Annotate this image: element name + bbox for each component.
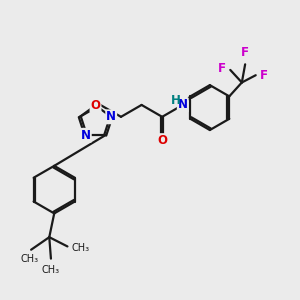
Text: N: N (178, 98, 188, 111)
Text: H: H (171, 94, 180, 107)
Text: N: N (106, 110, 116, 123)
Text: CH₃: CH₃ (42, 265, 60, 275)
Text: F: F (218, 62, 226, 75)
Text: O: O (157, 134, 167, 147)
Text: O: O (91, 99, 100, 112)
Text: F: F (241, 46, 249, 59)
Text: CH₃: CH₃ (20, 254, 38, 264)
Text: N: N (81, 129, 91, 142)
Text: F: F (260, 69, 268, 82)
Text: CH₃: CH₃ (71, 243, 89, 253)
